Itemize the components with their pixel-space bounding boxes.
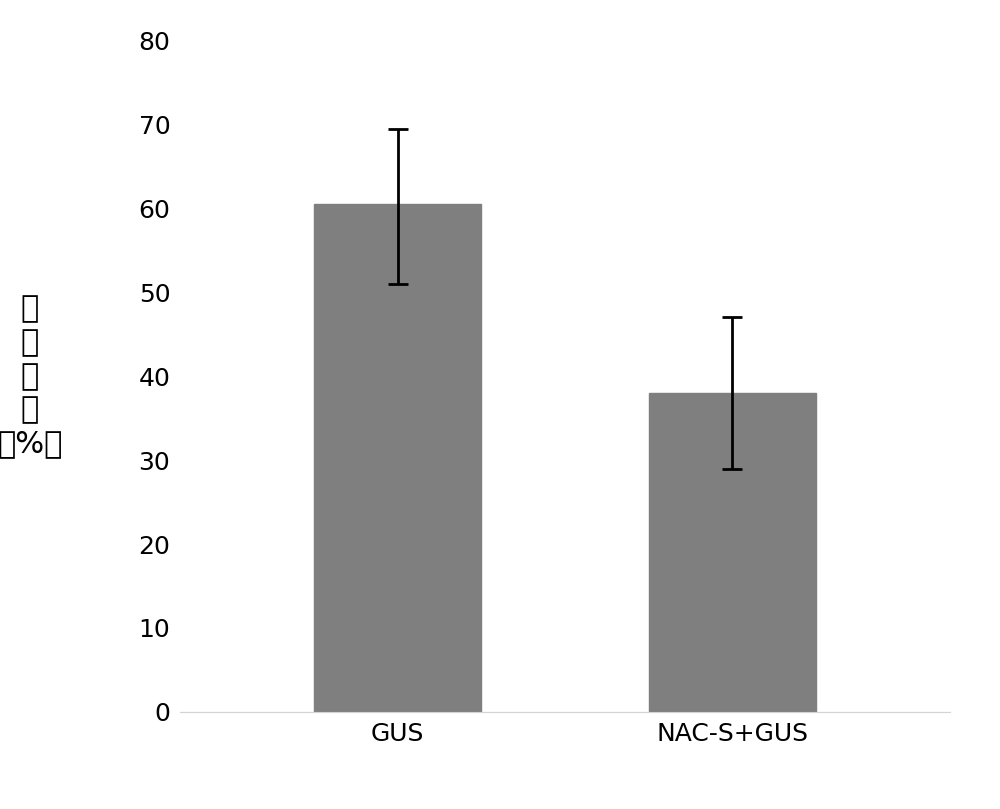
- Text: 吸
器
指
数
（%）: 吸 器 指 数 （%）: [0, 294, 63, 458]
- Bar: [314, 204, 481, 712]
- Bar: [649, 393, 816, 712]
